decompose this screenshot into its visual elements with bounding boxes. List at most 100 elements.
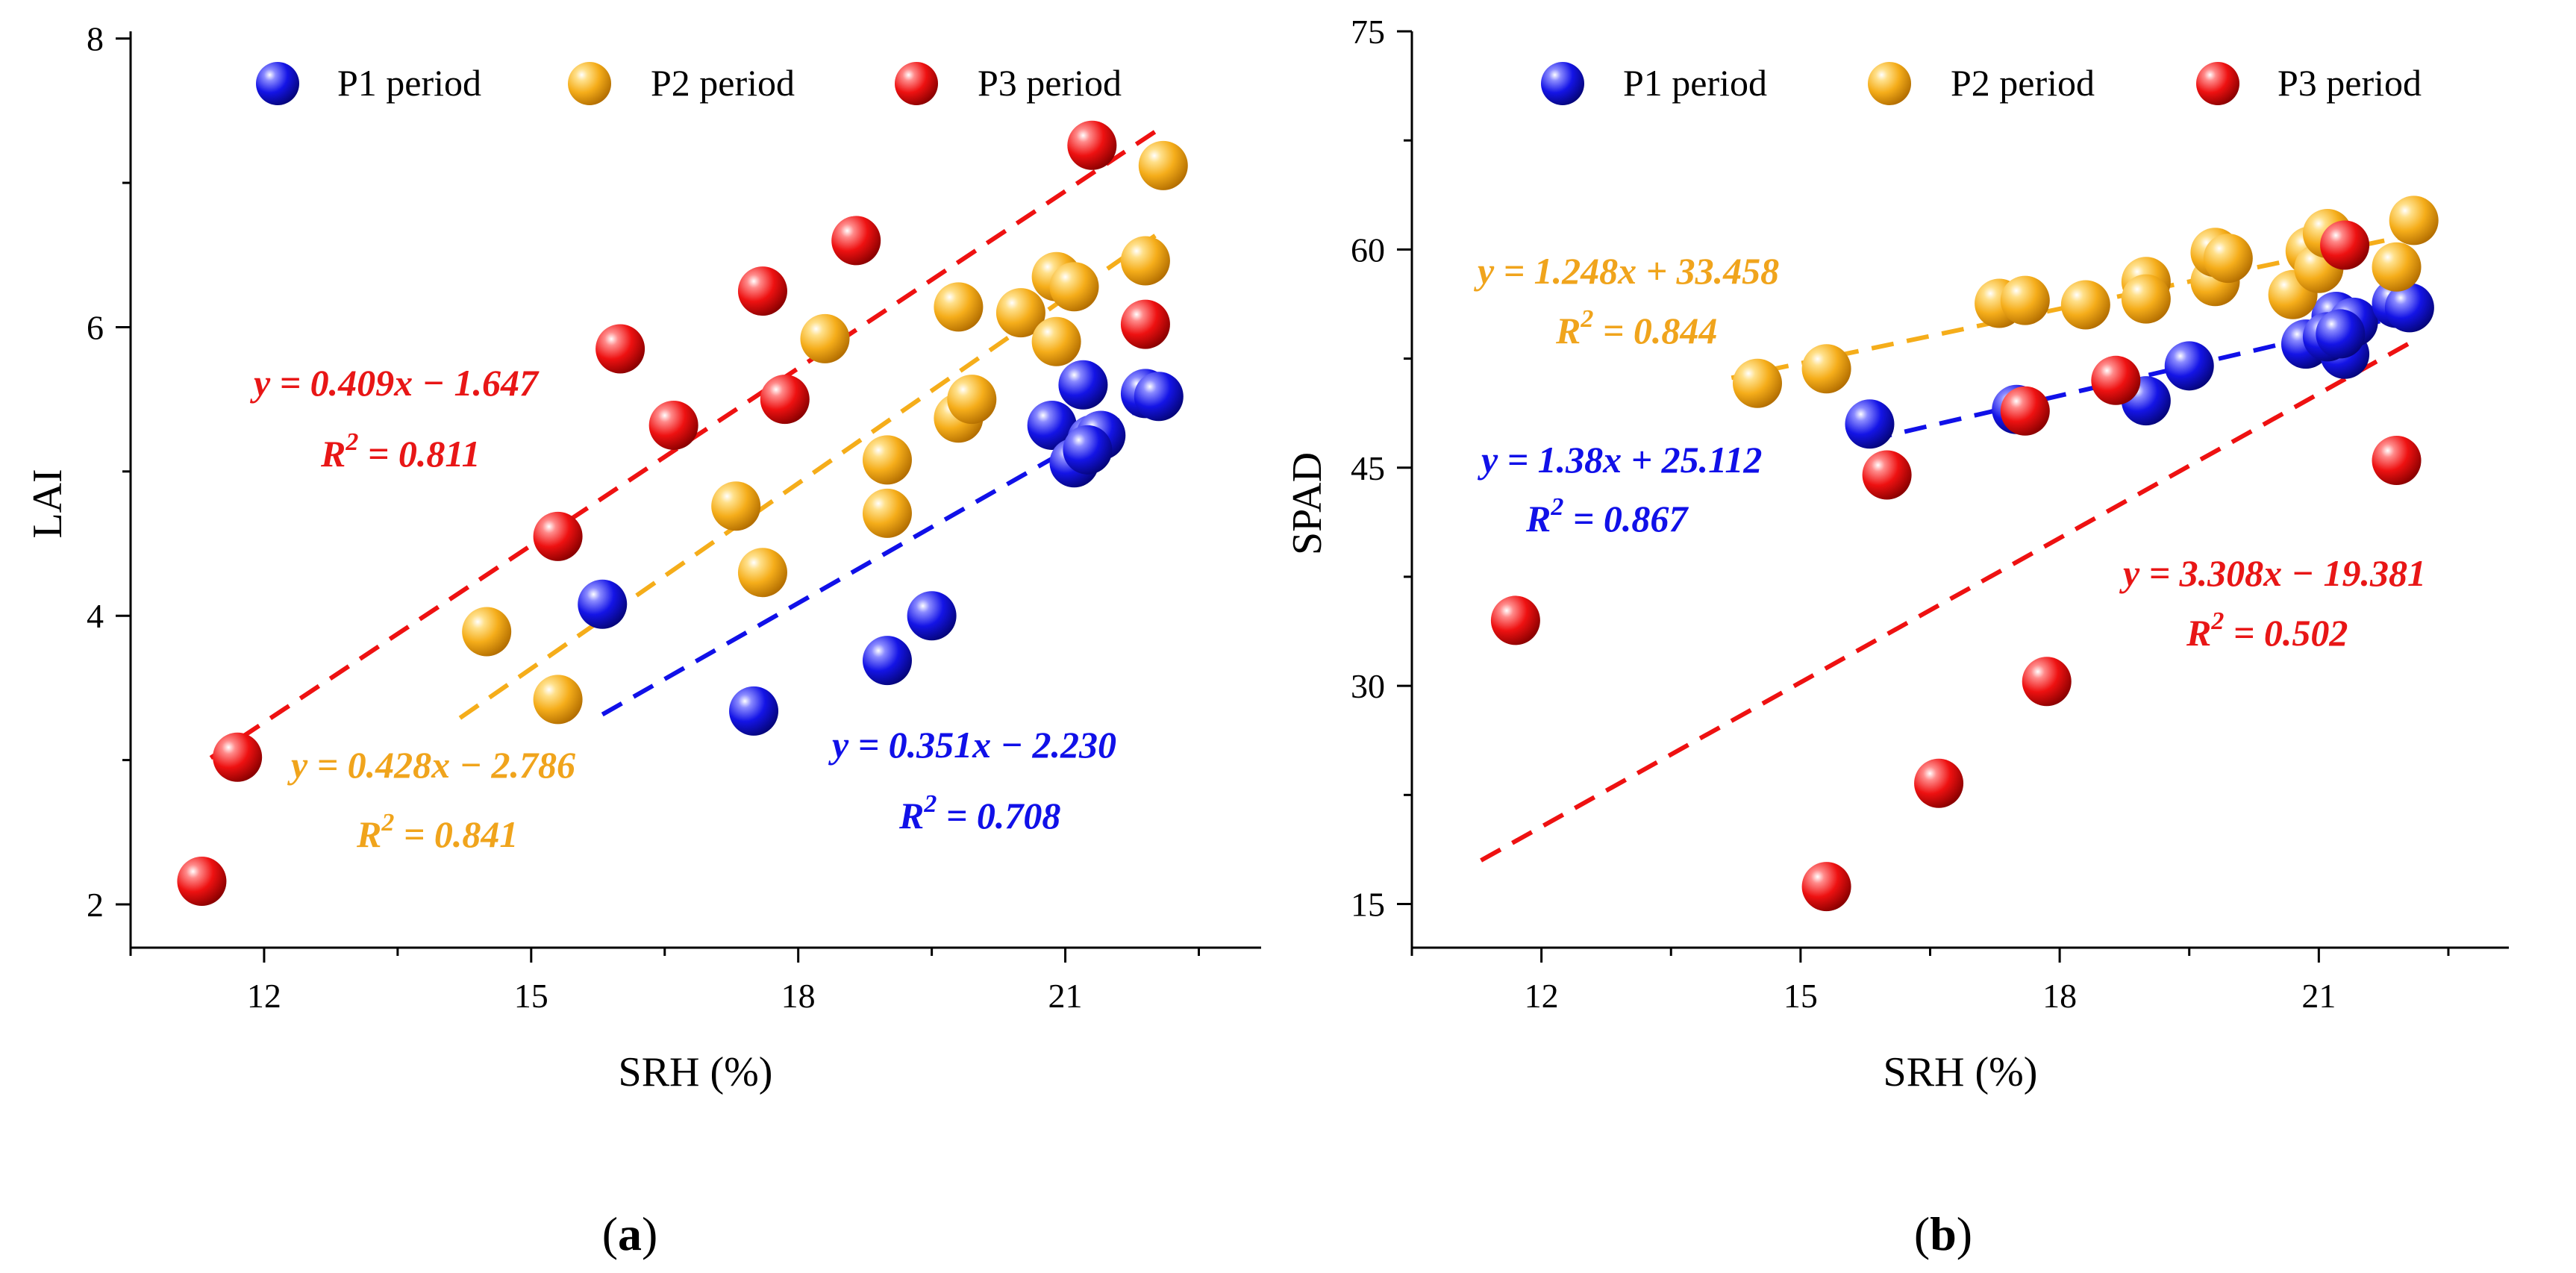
panel-a-point-p3	[1067, 120, 1117, 170]
panel-a-y-axis-title: LAI	[25, 469, 71, 538]
panel-b-p3-r2: R2 = 0.502	[2186, 607, 2348, 654]
panel-b-p2-r2-value: = 0.844	[1593, 310, 1717, 351]
panel-b-point-p3	[1801, 862, 1851, 912]
panel-b-label-open: (	[1914, 1207, 1930, 1260]
panel-a-p3-r2-value: = 0.811	[358, 433, 480, 475]
panel-b-point-p2	[1801, 344, 1851, 394]
panel-a-point-p2	[711, 481, 761, 531]
panel-a-x-tick-label: 21	[1048, 977, 1083, 1015]
panel-b-p1-equation: y = 1.38x + 25.112	[1478, 439, 1762, 481]
panel-a-label: (a)	[602, 1207, 658, 1260]
panel-b-x-tick-label: 18	[2042, 977, 2077, 1015]
panel-a-p3-r2: R2 = 0.811	[320, 428, 481, 475]
panel-a-point-p3	[213, 732, 263, 782]
panel-a-point-p3	[1120, 299, 1170, 349]
panel-a-p1-r2: R2 = 0.708	[898, 790, 1060, 836]
panel-a-point-p2	[737, 548, 787, 598]
panel-a-x-tick-label: 18	[781, 977, 816, 1015]
panel-a-point-p2	[1031, 316, 1081, 366]
panel-b-point-p2	[2372, 242, 2422, 292]
panel-a-legend-label-p1: P1 period	[337, 62, 481, 104]
panel-b-y-tick-label: 60	[1351, 231, 1385, 269]
panel-a-point-p2	[1049, 262, 1099, 312]
panel-b-points	[1490, 196, 2439, 912]
panel-b-y-axis-title: SPAD	[1284, 452, 1331, 555]
panel-a-point-p2	[862, 435, 912, 485]
panel-a-label-close: )	[642, 1207, 657, 1260]
panel-a-point-p3	[737, 266, 787, 316]
panel-b-x-tick-label: 15	[1783, 977, 1818, 1015]
panel-a-p3-r2-exp: 2	[345, 428, 358, 456]
panel-a-y-tick-label: 8	[87, 20, 104, 58]
panel-a-point-p3	[648, 400, 698, 450]
panel-a-point-p3	[177, 857, 227, 907]
panel-a-point-p1	[1058, 360, 1108, 410]
panel-a-point-p1	[862, 636, 912, 686]
panel-b-y-tick-label: 15	[1351, 886, 1385, 924]
panel-b-legend-label-p1: P1 period	[1623, 62, 1767, 104]
panel-a-y-tick-label: 4	[87, 597, 104, 635]
panel-a-x-axis-title: SRH (%)	[619, 1049, 773, 1095]
panel-b-point-p3	[2320, 220, 2370, 270]
panel-a-y-tick-label: 2	[87, 886, 104, 924]
panel-b-fit-line-p1	[1869, 313, 2406, 442]
panel-b-p3-equation: y = 3.308x − 19.381	[2119, 552, 2426, 594]
panel-a-legend-label-p3: P3 period	[978, 62, 1122, 104]
panel-b-legend-marker-p1	[1541, 62, 1584, 105]
panel-b-point-p2	[2389, 196, 2439, 245]
panel-b-point-p3	[2091, 355, 2141, 405]
panel-a-point-p1	[1063, 425, 1113, 475]
panel-b: 12 15 18 21 15 30 45 60 75 SRH (%) SPAD P1 perio…	[1284, 13, 2509, 1260]
panel-a-p1-r2-value: = 0.708	[937, 795, 1060, 836]
panel-a-legend-marker-p3	[895, 62, 938, 105]
panel-b-point-p3	[2000, 386, 2050, 436]
panel-a-point-p2	[862, 488, 912, 538]
panel-b-point-p1	[2384, 283, 2434, 333]
panel-b-p2-r2: R2 = 0.844	[1555, 305, 1717, 351]
panel-a-p3-equation: y = 0.409x − 1.647	[250, 362, 540, 404]
panel-a-point-p1	[1134, 372, 1184, 422]
panel-b-point-p1	[2316, 309, 2366, 359]
panel-a-p2-r2-exp: 2	[381, 809, 394, 836]
panel-b-x-tick-label: 12	[1525, 977, 1559, 1015]
panel-b-p1-r2-value: = 0.867	[1563, 498, 1689, 539]
panel-b-legend-label-p2: P2 period	[1951, 62, 2095, 104]
panel-b-y-tick-label: 75	[1351, 13, 1385, 51]
panel-b-point-p3	[1490, 595, 1540, 645]
panel-a-point-p2	[462, 607, 512, 657]
panel-b-legend-marker-p3	[2196, 62, 2239, 105]
panel-b-p2-equation: y = 1.248x + 33.458	[1474, 250, 1779, 292]
panel-b-point-p2	[2060, 280, 2110, 330]
panel-b-p3-r2-exp: 2	[2210, 607, 2224, 635]
panel-a-label-letter: a	[618, 1207, 642, 1260]
panel-b-y-tick-label: 30	[1351, 667, 1385, 705]
panel-a-p1-r2-exp: 2	[923, 790, 937, 818]
panel-b-point-p1	[1845, 399, 1895, 449]
panel-a-point-p2	[947, 375, 997, 425]
panel-a-point-p2	[934, 282, 984, 332]
panel-a-point-p3	[760, 375, 810, 425]
panel-a-p2-equation: y = 0.428x − 2.786	[287, 744, 575, 786]
panel-a-point-p3	[831, 216, 881, 266]
panel-a-point-p1	[729, 686, 779, 736]
panel-b-p3-r2-prefix: R	[2186, 612, 2211, 654]
panel-a-p1-r2-prefix: R	[898, 795, 924, 836]
panel-b-p2-r2-exp: 2	[1580, 305, 1593, 333]
panel-b-x-axis-title: SRH (%)	[1883, 1049, 2038, 1095]
panel-b-point-p1	[2164, 341, 2214, 391]
panel-a-points	[177, 120, 1188, 907]
panel-b-legend: P1 period P2 period P3 period	[1541, 62, 2422, 105]
panel-a-legend-label-p2: P2 period	[651, 62, 795, 104]
panel-a-point-p3	[533, 511, 583, 561]
panel-a-p2-r2: R2 = 0.841	[356, 809, 518, 855]
panel-b-p1-r2-prefix: R	[1525, 498, 1551, 539]
panel-b-y-tick-label: 45	[1351, 449, 1385, 487]
panel-b-ticks: 12 15 18 21 15 30 45 60 75	[1351, 13, 2450, 1015]
panel-b-legend-label-p3: P3 period	[2278, 62, 2422, 104]
panel-a-p3-r2-prefix: R	[320, 433, 346, 475]
panel-a-point-p1	[1027, 400, 1077, 450]
panel-a-point-p2	[533, 675, 583, 725]
panel-a-legend-marker-p1	[256, 62, 299, 105]
panel-b-point-p2	[2121, 274, 2171, 324]
panel-b-p2-r2-prefix: R	[1555, 310, 1581, 351]
